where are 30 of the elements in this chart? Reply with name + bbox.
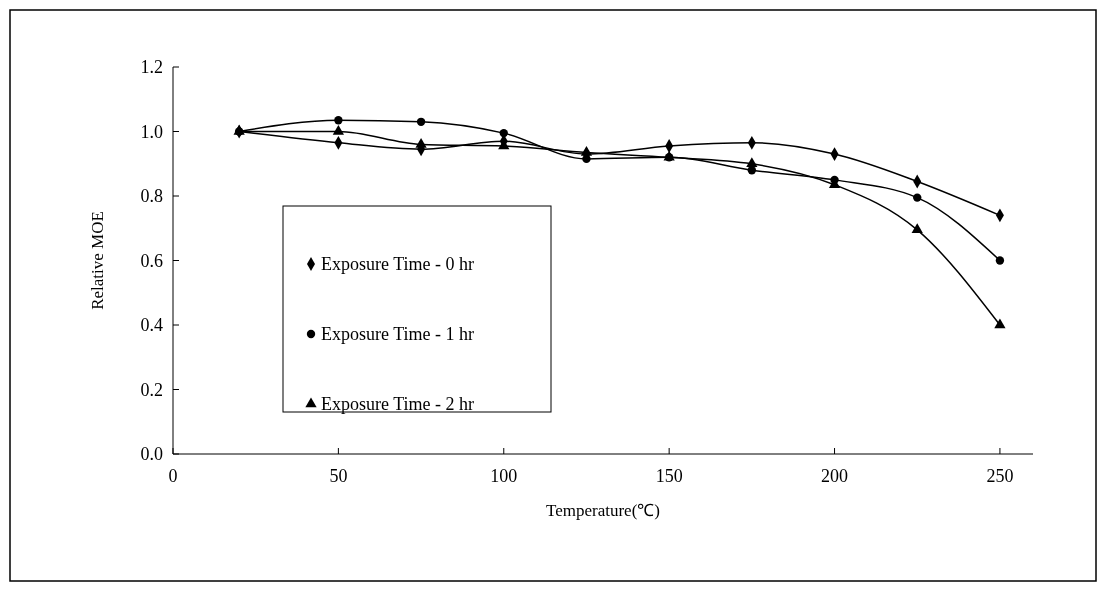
point — [746, 157, 758, 167]
legend-label: Exposure Time - 0 hr — [321, 254, 475, 274]
legend-label: Exposure Time - 1 hr — [321, 324, 475, 344]
y-axis-title: Relative MOE — [88, 211, 107, 310]
point — [747, 166, 757, 175]
y-tick-label: 0.0 — [140, 444, 163, 464]
x-tick-label: 100 — [490, 466, 518, 486]
point — [994, 318, 1006, 329]
point — [416, 117, 426, 126]
x-tick-label: 150 — [655, 466, 683, 486]
point — [415, 137, 427, 148]
y-tick-label: 0.6 — [140, 250, 163, 271]
x-tick-label: 200 — [821, 466, 849, 486]
y-tick-label: 0.4 — [140, 315, 163, 335]
point — [499, 128, 508, 138]
point — [995, 256, 1005, 265]
x-axis-title: Temperature(℃) — [546, 501, 660, 520]
point — [913, 193, 922, 202]
point — [334, 116, 343, 125]
point — [911, 223, 923, 234]
legend-label: Exposure Time - 2 hr — [321, 394, 475, 414]
y-tick-label: 1.2 — [140, 57, 163, 77]
x-tick-label: 0 — [168, 466, 178, 486]
x-tick-label: 250 — [986, 466, 1014, 486]
y-tick-label: 0.8 — [140, 186, 163, 206]
point — [332, 124, 345, 135]
point — [580, 145, 593, 156]
x-tick-label: 50 — [329, 466, 348, 486]
y-tick-label: 1.0 — [140, 121, 163, 142]
y-tick-label: 0.2 — [140, 379, 163, 400]
